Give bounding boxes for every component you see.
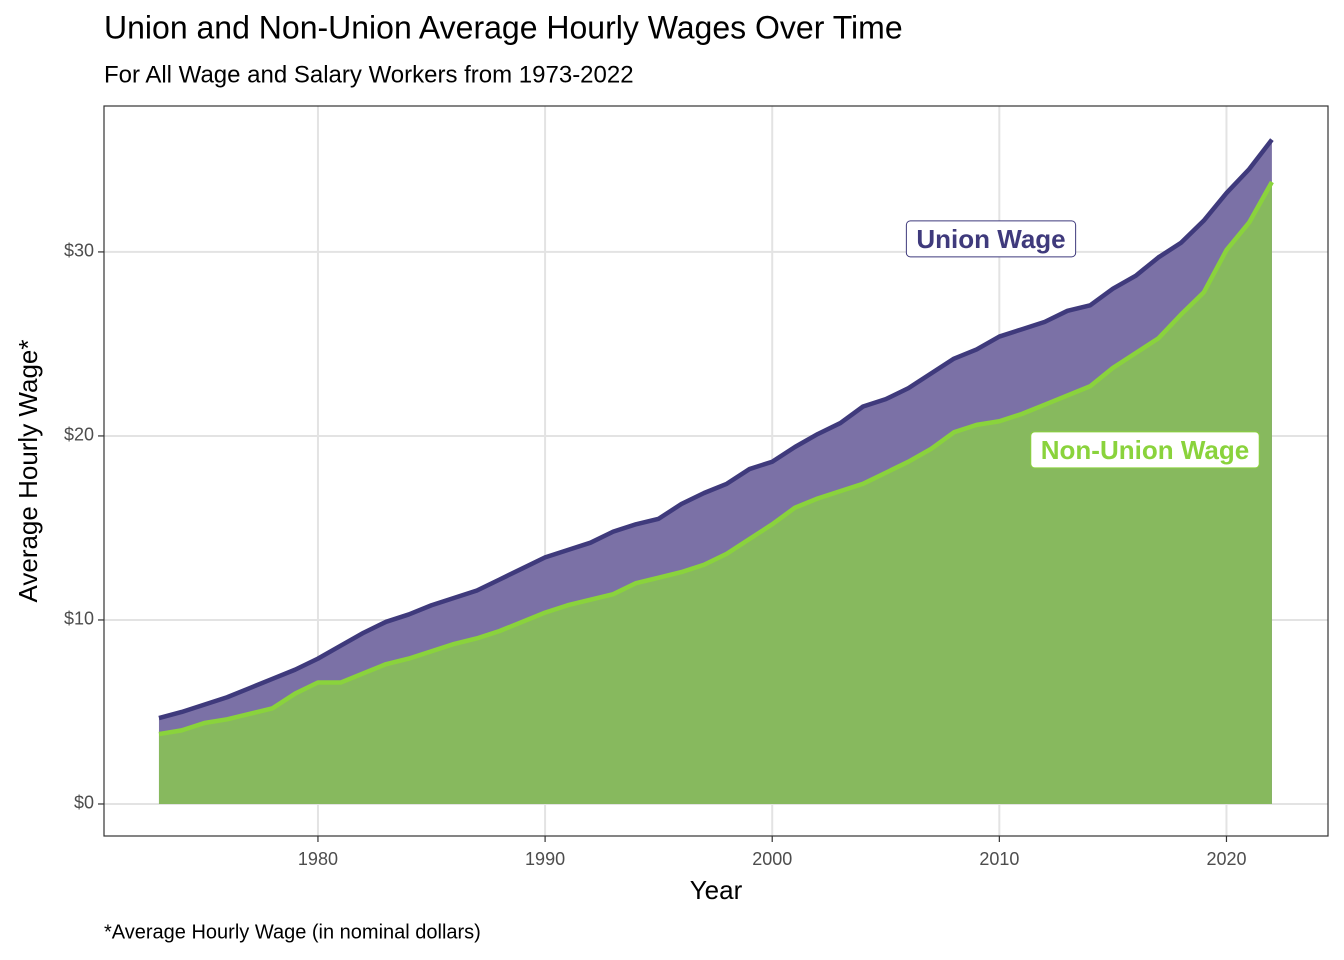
line [158, 138, 1274, 721]
chart-title: Union and Non-Union Average Hourly Wages… [104, 9, 903, 45]
y-tick-label: $30 [64, 241, 94, 261]
x-tick-label: 1990 [525, 849, 565, 869]
label-text: Non-Union Wage [1041, 435, 1249, 465]
line [158, 180, 1274, 737]
x-tick-label: 1980 [298, 849, 338, 869]
label-box [905, 220, 1077, 258]
x-tick-label: 2010 [979, 849, 1019, 869]
chart-subtitle: For All Wage and Salary Workers from 197… [104, 61, 634, 88]
x-axis-title: Year [690, 875, 743, 905]
y-tick-label: $20 [64, 425, 94, 445]
y-axis-title: Average Hourly Wage* [13, 339, 43, 602]
legend-label: Non-Union Wage [1030, 431, 1260, 469]
x-tick-label: 2000 [752, 849, 792, 869]
legend-label: Union Wage [905, 220, 1077, 258]
y-tick-label: $10 [64, 609, 94, 629]
x-tick-label: 2020 [1206, 849, 1246, 869]
caption: *Average Hourly Wage (in nominal dollars… [104, 921, 481, 943]
panel-border [103, 105, 1329, 837]
y-tick-label: $0 [74, 793, 94, 813]
area [158, 181, 1272, 804]
label-box [1030, 431, 1260, 469]
label-text: Union Wage [916, 224, 1065, 254]
